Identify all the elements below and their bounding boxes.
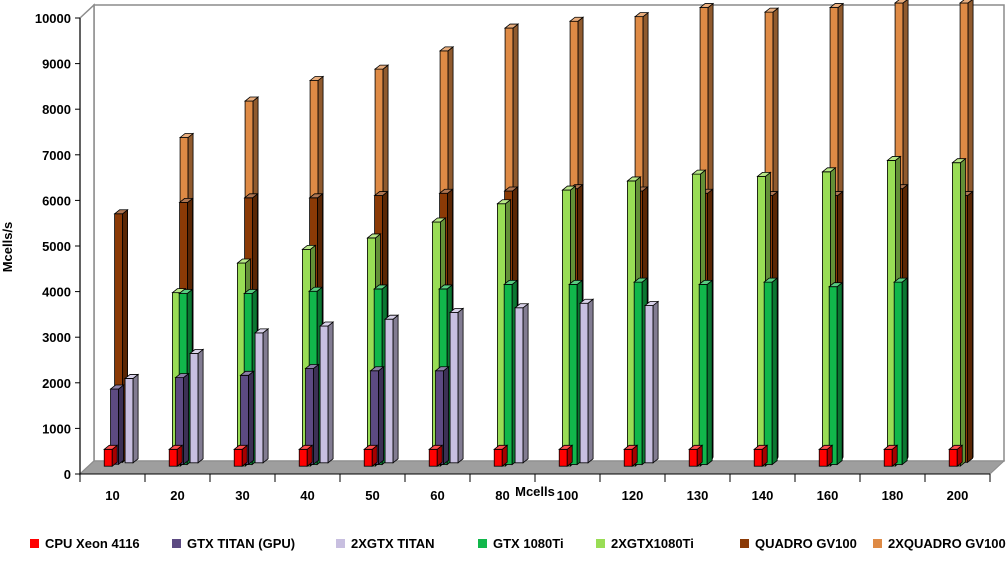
bar bbox=[893, 277, 909, 466]
x-axis: 10 20 30 40 50 60 80 100 120 130 140 160 180 200 bbox=[79, 473, 991, 503]
back-wall bbox=[93, 4, 1005, 462]
bar bbox=[428, 444, 444, 468]
legend-label: GTX TITAN (GPU) bbox=[187, 536, 296, 551]
y-tick-label: 9000 bbox=[42, 57, 71, 72]
bar bbox=[168, 444, 184, 468]
chart-bars bbox=[103, 0, 974, 468]
x-tick-label: 10 bbox=[105, 488, 119, 503]
chart: 0 1000 2000 3000 4000 5000 6000 7000 8000 9000 100… bbox=[0, 0, 1006, 503]
floor bbox=[78, 460, 1006, 475]
y-axis-label: Mcells/s bbox=[0, 222, 15, 273]
x-tick-label: 30 bbox=[235, 488, 249, 503]
bar bbox=[298, 444, 314, 468]
legend-label: QUADRO GV100 bbox=[755, 536, 857, 551]
legend-label: CPU Xeon 4116 bbox=[45, 536, 140, 551]
bar bbox=[818, 444, 834, 468]
x-tick-label: 20 bbox=[170, 488, 184, 503]
bar bbox=[448, 307, 465, 464]
bar bbox=[174, 372, 190, 466]
legend-item: CPU Xeon 4116 bbox=[30, 536, 140, 551]
legend-swatch bbox=[873, 539, 882, 548]
legend-item: GTX TITAN (GPU) bbox=[172, 536, 295, 551]
x-tick-label: 180 bbox=[882, 488, 904, 503]
legend-item: GTX 1080Ti bbox=[478, 536, 564, 551]
legend-item: 2XQUADRO GV100 bbox=[873, 536, 1006, 551]
legend: CPU Xeon 4116 GTX TITAN (GPU) 2XGTX TITAN G… bbox=[0, 536, 1007, 560]
x-tick-label: 140 bbox=[752, 488, 774, 503]
y-tick-label: 7000 bbox=[42, 148, 71, 163]
bar bbox=[233, 444, 249, 468]
legend-swatch bbox=[172, 539, 181, 548]
x-axis-label: Mcells bbox=[515, 484, 555, 499]
x-tick-label: 160 bbox=[817, 488, 839, 503]
bar bbox=[434, 365, 450, 466]
bar bbox=[103, 444, 119, 468]
y-tick-label: 8000 bbox=[42, 102, 71, 117]
x-tick-label: 130 bbox=[687, 488, 709, 503]
side-wall bbox=[79, 3, 95, 476]
legend-label: 2XGTX1080Ti bbox=[611, 536, 694, 551]
y-tick-label: 6000 bbox=[42, 193, 71, 208]
legend-label: GTX 1080Ti bbox=[493, 536, 564, 551]
legend-swatch bbox=[740, 539, 749, 548]
bar bbox=[109, 384, 125, 466]
bar bbox=[753, 444, 769, 468]
y-tick-label: 4000 bbox=[42, 285, 71, 300]
y-tick-label: 10000 bbox=[35, 11, 71, 26]
bar bbox=[123, 373, 140, 464]
bar bbox=[948, 444, 964, 468]
x-tick-label: 40 bbox=[300, 488, 314, 503]
bar bbox=[383, 314, 400, 464]
bar bbox=[188, 348, 205, 464]
bar bbox=[688, 444, 704, 468]
bar bbox=[253, 328, 270, 464]
bar bbox=[318, 321, 335, 464]
legend-label: 2XQUADRO GV100 bbox=[888, 536, 1006, 551]
bar bbox=[763, 277, 779, 466]
x-tick-label: 100 bbox=[557, 488, 579, 503]
x-tick-label: 50 bbox=[365, 488, 379, 503]
bar bbox=[698, 279, 714, 466]
legend-swatch bbox=[336, 539, 345, 548]
x-tick-label: 80 bbox=[495, 488, 509, 503]
y-tick-label: 3000 bbox=[42, 330, 71, 345]
y-tick-label: 5000 bbox=[42, 239, 71, 254]
x-tick-label: 200 bbox=[947, 488, 969, 503]
y-tick-label: 1000 bbox=[42, 421, 71, 436]
legend-swatch bbox=[596, 539, 605, 548]
legend-item: QUADRO GV100 bbox=[740, 536, 857, 551]
legend-swatch bbox=[30, 539, 39, 548]
y-tick-label: 0 bbox=[64, 467, 71, 482]
legend-item: 2XGTX TITAN bbox=[336, 536, 435, 551]
bar bbox=[828, 281, 844, 466]
y-tick-label: 2000 bbox=[42, 376, 71, 391]
bar bbox=[951, 157, 967, 467]
bar bbox=[513, 302, 530, 464]
bar bbox=[493, 444, 509, 468]
chart-walls bbox=[78, 3, 1006, 476]
y-axis: 0 1000 2000 3000 4000 5000 6000 7000 8000 9000 100… bbox=[35, 11, 81, 482]
bar bbox=[578, 298, 595, 464]
bar bbox=[883, 444, 899, 468]
bar bbox=[363, 444, 379, 468]
bar bbox=[643, 300, 660, 464]
legend-item: 2XGTX1080Ti bbox=[596, 536, 694, 551]
x-tick-label: 120 bbox=[622, 488, 644, 503]
bar bbox=[304, 363, 320, 466]
legend-label: 2XGTX TITAN bbox=[351, 536, 435, 551]
x-tick-label: 60 bbox=[430, 488, 444, 503]
bar bbox=[558, 444, 574, 468]
legend-swatch bbox=[478, 539, 487, 548]
bar bbox=[623, 444, 639, 468]
